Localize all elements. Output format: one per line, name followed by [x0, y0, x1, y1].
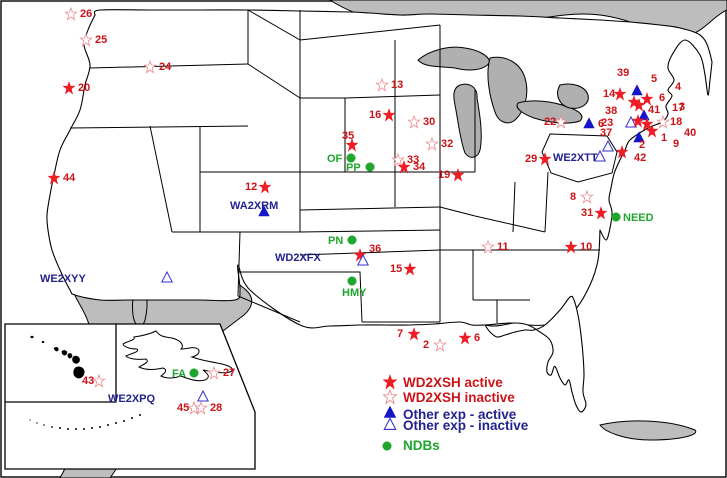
- svg-text:25: 25: [95, 34, 107, 46]
- svg-text:WE2XYY: WE2XYY: [40, 273, 87, 285]
- svg-text:FA: FA: [172, 368, 186, 380]
- svg-text:41: 41: [648, 104, 660, 116]
- svg-text:NEED: NEED: [623, 212, 654, 224]
- svg-text:13: 13: [391, 79, 403, 91]
- svg-text:39: 39: [617, 67, 629, 79]
- svg-text:2: 2: [639, 139, 645, 151]
- svg-text:38: 38: [605, 105, 617, 117]
- svg-text:15: 15: [390, 263, 402, 275]
- svg-text:43: 43: [82, 375, 94, 387]
- svg-text:1: 1: [661, 132, 667, 144]
- svg-text:2: 2: [423, 339, 429, 351]
- svg-text:PN: PN: [328, 235, 343, 247]
- svg-text:28: 28: [210, 402, 222, 414]
- svg-text:5: 5: [651, 73, 657, 85]
- svg-text:4: 4: [675, 81, 682, 93]
- svg-text:19: 19: [438, 169, 450, 181]
- svg-text:31: 31: [581, 207, 593, 219]
- svg-text:44: 44: [63, 172, 76, 184]
- svg-text:WD2XSH inactive: WD2XSH inactive: [403, 390, 515, 405]
- svg-text:8: 8: [570, 191, 576, 203]
- svg-text:18: 18: [670, 116, 682, 128]
- svg-text:7: 7: [397, 328, 403, 340]
- svg-text:37: 37: [600, 127, 612, 139]
- svg-text:32: 32: [441, 138, 453, 150]
- svg-text:36: 36: [369, 243, 381, 255]
- svg-text:22: 22: [544, 116, 556, 128]
- svg-text:12: 12: [245, 181, 257, 193]
- svg-text:6: 6: [659, 92, 665, 104]
- svg-text:40: 40: [684, 127, 696, 139]
- svg-text:WD2XFX: WD2XFX: [275, 252, 322, 264]
- svg-text:26: 26: [80, 8, 92, 20]
- svg-text:HMY: HMY: [342, 287, 367, 299]
- svg-text:16: 16: [369, 109, 381, 121]
- svg-text:34: 34: [413, 161, 426, 173]
- svg-text:45: 45: [177, 402, 189, 414]
- svg-text:WE2XTT: WE2XTT: [553, 152, 598, 164]
- svg-text:3: 3: [679, 101, 685, 113]
- svg-text:29: 29: [525, 153, 537, 165]
- svg-text:11: 11: [497, 241, 509, 253]
- svg-text:14: 14: [603, 88, 616, 100]
- svg-text:9: 9: [673, 138, 679, 150]
- svg-text:27: 27: [223, 367, 235, 379]
- svg-text:WA2XRM: WA2XRM: [230, 200, 278, 212]
- svg-text:35: 35: [342, 130, 354, 142]
- svg-text:Other exp - inactive: Other exp - inactive: [403, 418, 529, 433]
- svg-text:NDBs: NDBs: [403, 438, 440, 453]
- svg-text:30: 30: [423, 116, 435, 128]
- svg-text:WD2XSH active: WD2XSH active: [403, 375, 503, 390]
- svg-text:PP: PP: [346, 162, 361, 174]
- svg-text:10: 10: [580, 241, 592, 253]
- svg-text:OF: OF: [327, 153, 343, 165]
- svg-text:24: 24: [159, 61, 172, 73]
- svg-text:42: 42: [634, 152, 646, 164]
- svg-text:20: 20: [78, 82, 90, 94]
- svg-text:WE2XPQ: WE2XPQ: [108, 393, 156, 405]
- svg-text:6: 6: [474, 332, 480, 344]
